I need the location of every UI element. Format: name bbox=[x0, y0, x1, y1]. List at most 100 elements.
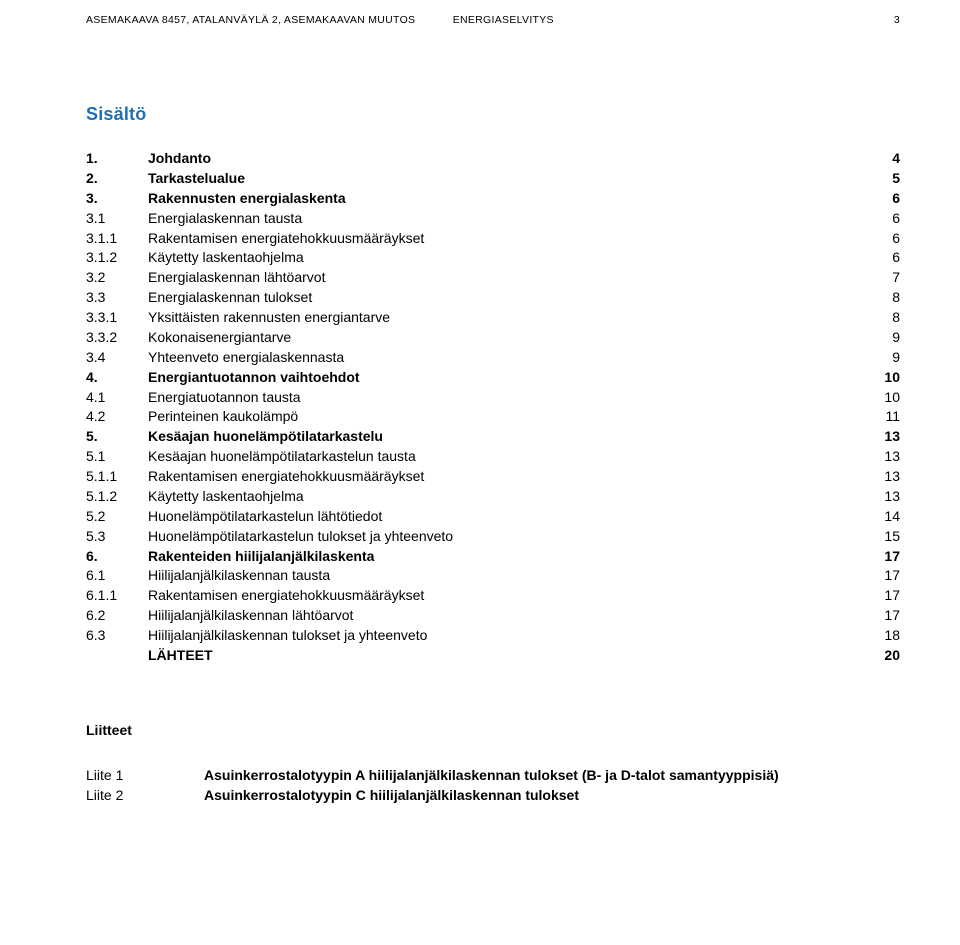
attachment-value: Asuinkerrostalotyypin A hiilijalanjälkil… bbox=[204, 766, 900, 786]
attachments-title: Liitteet bbox=[86, 722, 900, 738]
toc-label: Rakenteiden hiilijalanjälkilaskenta bbox=[148, 547, 864, 567]
toc-row: 5.2Huonelämpötilatarkastelun lähtötiedot… bbox=[86, 507, 900, 527]
attachment-value: Asuinkerrostalotyypin C hiilijalanjälkil… bbox=[204, 786, 900, 806]
toc-page: 6 bbox=[864, 189, 900, 209]
toc-label: Käytetty laskentaohjelma bbox=[148, 248, 864, 268]
header-left: ASEMAKAAVA 8457, ATALANVÄYLÄ 2, ASEMAKAA… bbox=[86, 14, 453, 26]
toc-row: 3.1.2Käytetty laskentaohjelma6 bbox=[86, 248, 900, 268]
toc-row: 3.2Energialaskennan lähtöarvot7 bbox=[86, 268, 900, 288]
toc-label: Energialaskennan tausta bbox=[148, 209, 864, 229]
toc-number: 5.1.2 bbox=[86, 487, 148, 507]
toc-number: 6.1.1 bbox=[86, 586, 148, 606]
toc-row: LÄHTEET20 bbox=[86, 646, 900, 666]
toc-page: 8 bbox=[864, 288, 900, 308]
toc-page: 9 bbox=[864, 328, 900, 348]
toc-label: Yhteenveto energialaskennasta bbox=[148, 348, 864, 368]
toc-number: 2. bbox=[86, 169, 148, 189]
toc-label: Rakentamisen energiatehokkuusmääräykset bbox=[148, 229, 864, 249]
toc-number: 3.3.1 bbox=[86, 308, 148, 328]
toc-row: 6.1Hiilijalanjälkilaskennan tausta17 bbox=[86, 566, 900, 586]
toc-row: 6.2Hiilijalanjälkilaskennan lähtöarvot17 bbox=[86, 606, 900, 626]
toc-page: 11 bbox=[864, 407, 900, 427]
toc-row: 2.Tarkastelualue5 bbox=[86, 169, 900, 189]
attachment-row: Liite 2Asuinkerrostalotyypin C hiilijala… bbox=[86, 786, 900, 806]
toc-label: Hiilijalanjälkilaskennan lähtöarvot bbox=[148, 606, 864, 626]
toc-row: 4.Energiantuotannon vaihtoehdot10 bbox=[86, 368, 900, 388]
toc-row: 3.3.2Kokonaisenergiantarve9 bbox=[86, 328, 900, 348]
toc-page: 13 bbox=[864, 447, 900, 467]
toc-number: 5. bbox=[86, 427, 148, 447]
header-right-label: ENERGIASELVITYS bbox=[453, 14, 554, 26]
toc-row: 3.3.1Yksittäisten rakennusten energianta… bbox=[86, 308, 900, 328]
toc-number: 3.3.2 bbox=[86, 328, 148, 348]
toc-number: 5.2 bbox=[86, 507, 148, 527]
toc-page: 10 bbox=[864, 368, 900, 388]
toc-row: 1.Johdanto4 bbox=[86, 149, 900, 169]
toc-label: Tarkastelualue bbox=[148, 169, 864, 189]
toc-label: Energiantuotannon vaihtoehdot bbox=[148, 368, 864, 388]
toc-label: Yksittäisten rakennusten energiantarve bbox=[148, 308, 864, 328]
toc-row: 5.3Huonelämpötilatarkastelun tulokset ja… bbox=[86, 527, 900, 547]
toc-label: Perinteinen kaukolämpö bbox=[148, 407, 864, 427]
toc-number: 5.1.1 bbox=[86, 467, 148, 487]
toc-number: 3. bbox=[86, 189, 148, 209]
toc-label: Hiilijalanjälkilaskennan tausta bbox=[148, 566, 864, 586]
toc-page: 14 bbox=[864, 507, 900, 527]
toc-page: 6 bbox=[864, 209, 900, 229]
toc-label: Kokonaisenergiantarve bbox=[148, 328, 864, 348]
toc-number: 4.2 bbox=[86, 407, 148, 427]
toc-label: Hiilijalanjälkilaskennan tulokset ja yht… bbox=[148, 626, 864, 646]
attachments-list: Liite 1Asuinkerrostalotyypin A hiilijala… bbox=[86, 766, 900, 806]
toc-page: 6 bbox=[864, 229, 900, 249]
toc-row: 3.3Energialaskennan tulokset8 bbox=[86, 288, 900, 308]
toc-number: 3.4 bbox=[86, 348, 148, 368]
page-header: ASEMAKAAVA 8457, ATALANVÄYLÄ 2, ASEMAKAA… bbox=[86, 14, 900, 26]
section-title: Sisältö bbox=[86, 104, 900, 125]
toc-number: 3.1.2 bbox=[86, 248, 148, 268]
toc-row: 5.1.1Rakentamisen energiatehokkuusmääräy… bbox=[86, 467, 900, 487]
toc-row: 6.3Hiilijalanjälkilaskennan tulokset ja … bbox=[86, 626, 900, 646]
toc-number: 1. bbox=[86, 149, 148, 169]
toc-number: 6.3 bbox=[86, 626, 148, 646]
toc-page: 6 bbox=[864, 248, 900, 268]
toc-page: 13 bbox=[864, 467, 900, 487]
toc-label: Rakentamisen energiatehokkuusmääräykset bbox=[148, 467, 864, 487]
attachment-row: Liite 1Asuinkerrostalotyypin A hiilijala… bbox=[86, 766, 900, 786]
toc-row: 6.1.1Rakentamisen energiatehokkuusmääräy… bbox=[86, 586, 900, 606]
toc-label: Huonelämpötilatarkastelun lähtötiedot bbox=[148, 507, 864, 527]
page: ASEMAKAAVA 8457, ATALANVÄYLÄ 2, ASEMAKAA… bbox=[0, 0, 960, 945]
toc-row: 3.1Energialaskennan tausta6 bbox=[86, 209, 900, 229]
toc-row: 5.Kesäajan huonelämpötilatarkastelu13 bbox=[86, 427, 900, 447]
page-number: 3 bbox=[894, 14, 900, 26]
toc-label: Kesäajan huonelämpötilatarkastelu bbox=[148, 427, 864, 447]
toc-number: 3.1 bbox=[86, 209, 148, 229]
toc-page: 7 bbox=[864, 268, 900, 288]
toc-page: 17 bbox=[864, 586, 900, 606]
toc-page: 4 bbox=[864, 149, 900, 169]
toc-page: 17 bbox=[864, 547, 900, 567]
header-right: ENERGIASELVITYS 3 bbox=[453, 14, 900, 26]
attachment-key: Liite 2 bbox=[86, 786, 204, 806]
toc-label: Rakennusten energialaskenta bbox=[148, 189, 864, 209]
attachment-key: Liite 1 bbox=[86, 766, 204, 786]
toc-page: 13 bbox=[864, 427, 900, 447]
toc-page: 17 bbox=[864, 566, 900, 586]
toc-page: 8 bbox=[864, 308, 900, 328]
toc-number: 3.1.1 bbox=[86, 229, 148, 249]
toc-label: Rakentamisen energiatehokkuusmääräykset bbox=[148, 586, 864, 606]
toc-label: Käytetty laskentaohjelma bbox=[148, 487, 864, 507]
toc-row: 5.1Kesäajan huonelämpötilatarkastelun ta… bbox=[86, 447, 900, 467]
toc-page: 10 bbox=[864, 388, 900, 408]
toc-row: 4.2Perinteinen kaukolämpö11 bbox=[86, 407, 900, 427]
toc-number: 6. bbox=[86, 547, 148, 567]
toc-number: 5.1 bbox=[86, 447, 148, 467]
toc-label: Kesäajan huonelämpötilatarkastelun taust… bbox=[148, 447, 864, 467]
toc-number: 6.2 bbox=[86, 606, 148, 626]
toc-label: Huonelämpötilatarkastelun tulokset ja yh… bbox=[148, 527, 864, 547]
toc-number: 4.1 bbox=[86, 388, 148, 408]
toc-row: 6.Rakenteiden hiilijalanjälkilaskenta17 bbox=[86, 547, 900, 567]
toc-number: 6.1 bbox=[86, 566, 148, 586]
toc-number: 4. bbox=[86, 368, 148, 388]
toc-number: 3.2 bbox=[86, 268, 148, 288]
toc-page: 9 bbox=[864, 348, 900, 368]
